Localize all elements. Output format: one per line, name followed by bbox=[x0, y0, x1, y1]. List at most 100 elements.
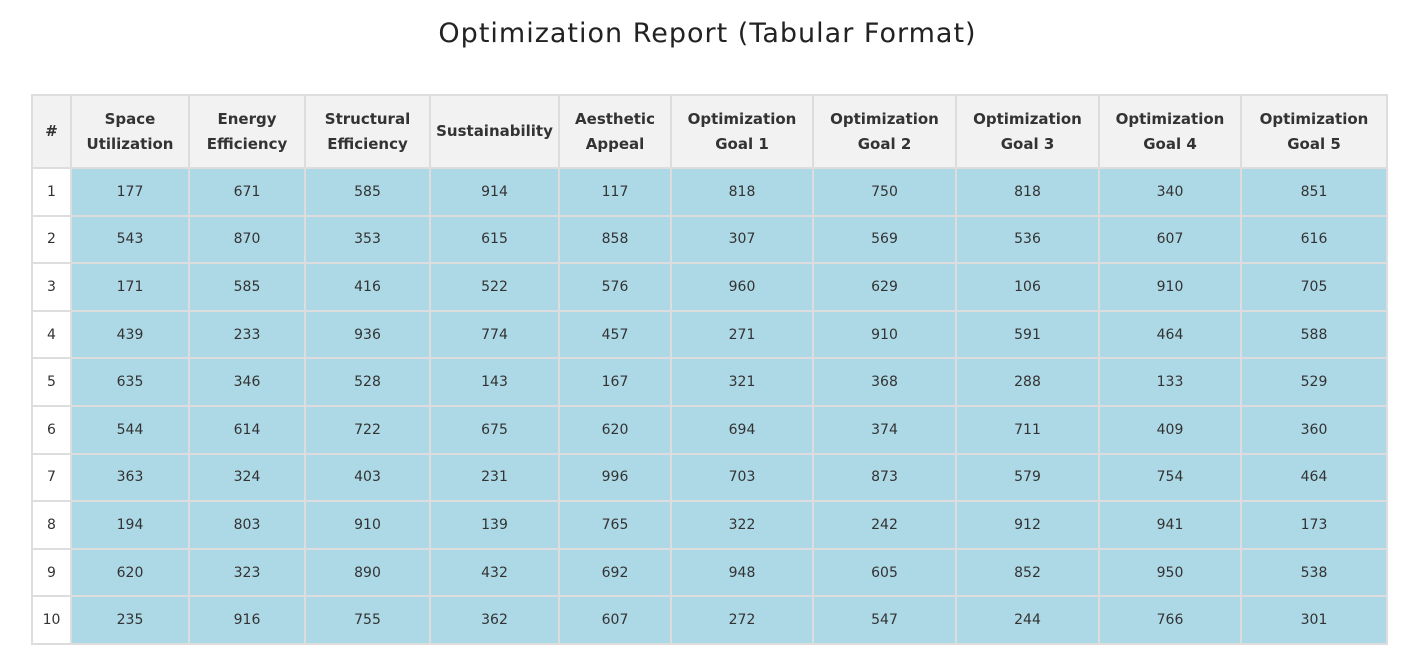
column-header: Optimization Goal 1 bbox=[670, 94, 814, 169]
column-header: Structural Efficiency bbox=[304, 94, 431, 169]
table-cell: 409 bbox=[1098, 404, 1242, 455]
table-cell: 615 bbox=[429, 214, 560, 265]
table-cell: 374 bbox=[812, 404, 957, 455]
table-cell: 233 bbox=[188, 309, 306, 360]
table-cell: 346 bbox=[188, 357, 306, 407]
table-cell: 910 bbox=[812, 309, 957, 360]
table-cell: 705 bbox=[1240, 262, 1388, 312]
table-cell: 890 bbox=[304, 547, 431, 598]
table-cell: 288 bbox=[955, 357, 1100, 407]
table-cell: 528 bbox=[304, 357, 431, 407]
table-cell: 464 bbox=[1240, 452, 1388, 503]
table-cell: 936 bbox=[304, 309, 431, 360]
table-cell: 694 bbox=[670, 404, 814, 455]
table-cell: 307 bbox=[670, 214, 814, 265]
table-cell: 711 bbox=[955, 404, 1100, 455]
table-cell: 543 bbox=[70, 214, 190, 265]
table-cell: 432 bbox=[429, 547, 560, 598]
table-cell: 620 bbox=[558, 404, 672, 455]
table-cell: 353 bbox=[304, 214, 431, 265]
table-cell: 960 bbox=[670, 262, 814, 312]
table-cell: 774 bbox=[429, 309, 560, 360]
table-cell: 324 bbox=[188, 452, 306, 503]
table-cell: 235 bbox=[70, 595, 190, 645]
table-cell: 536 bbox=[955, 214, 1100, 265]
row-index-cell: 4 bbox=[31, 309, 72, 360]
page-title: Optimization Report (Tabular Format) bbox=[438, 18, 977, 49]
table-cell: 143 bbox=[429, 357, 560, 407]
table-cell: 133 bbox=[1098, 357, 1242, 407]
table-cell: 585 bbox=[304, 167, 431, 217]
table-cell: 117 bbox=[558, 167, 672, 217]
row-index-cell: 9 bbox=[31, 547, 72, 598]
table-cell: 569 bbox=[812, 214, 957, 265]
column-header: Aesthetic Appeal bbox=[558, 94, 672, 169]
table-cell: 916 bbox=[188, 595, 306, 645]
table-cell: 362 bbox=[429, 595, 560, 645]
table-cell: 803 bbox=[188, 500, 306, 550]
column-header: Optimization Goal 2 bbox=[812, 94, 957, 169]
table-cell: 363 bbox=[70, 452, 190, 503]
row-index-cell: 7 bbox=[31, 452, 72, 503]
table-cell: 818 bbox=[955, 167, 1100, 217]
table-cell: 271 bbox=[670, 309, 814, 360]
table-cell: 910 bbox=[1098, 262, 1242, 312]
table-cell: 755 bbox=[304, 595, 431, 645]
table-header-row: # Space Utilization Energy Efficiency Struc… bbox=[31, 94, 1388, 169]
table-cell: 620 bbox=[70, 547, 190, 598]
table-cell: 858 bbox=[558, 214, 672, 265]
table-row: 10 235 916 755 362 607 272 547 244 766 301 bbox=[31, 595, 1388, 645]
table-cell: 750 bbox=[812, 167, 957, 217]
table-cell: 579 bbox=[955, 452, 1100, 503]
row-index-cell: 10 bbox=[31, 595, 72, 645]
table-cell: 873 bbox=[812, 452, 957, 503]
row-index-cell: 3 bbox=[31, 262, 72, 312]
table-cell: 194 bbox=[70, 500, 190, 550]
table-row: 5 635 346 528 143 167 321 368 288 133 529 bbox=[31, 357, 1388, 407]
table-body: 1 177 671 585 914 117 818 750 818 340 851 2 543 870 35… bbox=[31, 167, 1388, 645]
table-cell: 544 bbox=[70, 404, 190, 455]
table-cell: 605 bbox=[812, 547, 957, 598]
column-header: Optimization Goal 3 bbox=[955, 94, 1100, 169]
table-row: 7 363 324 403 231 996 703 873 579 754 464 bbox=[31, 452, 1388, 503]
table-row: 8 194 803 910 139 765 322 242 912 941 173 bbox=[31, 500, 1388, 550]
table-cell: 588 bbox=[1240, 309, 1388, 360]
table-cell: 675 bbox=[429, 404, 560, 455]
table-row: 9 620 323 890 432 692 948 605 852 950 538 bbox=[31, 547, 1388, 598]
table-cell: 360 bbox=[1240, 404, 1388, 455]
table-cell: 912 bbox=[955, 500, 1100, 550]
table-cell: 692 bbox=[558, 547, 672, 598]
table-cell: 703 bbox=[670, 452, 814, 503]
table-row: 1 177 671 585 914 117 818 750 818 340 851 bbox=[31, 167, 1388, 217]
table-cell: 368 bbox=[812, 357, 957, 407]
table-cell: 106 bbox=[955, 262, 1100, 312]
row-index-cell: 8 bbox=[31, 500, 72, 550]
column-header: Space Utilization bbox=[70, 94, 190, 169]
table-cell: 607 bbox=[1098, 214, 1242, 265]
table-cell: 242 bbox=[812, 500, 957, 550]
table-cell: 322 bbox=[670, 500, 814, 550]
table-cell: 948 bbox=[670, 547, 814, 598]
table-cell: 403 bbox=[304, 452, 431, 503]
table-cell: 301 bbox=[1240, 595, 1388, 645]
table-cell: 591 bbox=[955, 309, 1100, 360]
table-cell: 585 bbox=[188, 262, 306, 312]
table-cell: 818 bbox=[670, 167, 814, 217]
table-row: 4 439 233 936 774 457 271 910 591 464 588 bbox=[31, 309, 1388, 360]
table-cell: 244 bbox=[955, 595, 1100, 645]
table-cell: 910 bbox=[304, 500, 431, 550]
table-cell: 416 bbox=[304, 262, 431, 312]
table-row: 6 544 614 722 675 620 694 374 711 409 360 bbox=[31, 404, 1388, 455]
column-header-index: # bbox=[31, 94, 72, 169]
table-cell: 272 bbox=[670, 595, 814, 645]
table-cell: 629 bbox=[812, 262, 957, 312]
table-cell: 671 bbox=[188, 167, 306, 217]
table-cell: 914 bbox=[429, 167, 560, 217]
column-header: Optimization Goal 5 bbox=[1240, 94, 1388, 169]
column-header: Sustainability bbox=[429, 94, 560, 169]
table-cell: 607 bbox=[558, 595, 672, 645]
table-cell: 529 bbox=[1240, 357, 1388, 407]
table-cell: 996 bbox=[558, 452, 672, 503]
table-cell: 167 bbox=[558, 357, 672, 407]
table-cell: 754 bbox=[1098, 452, 1242, 503]
